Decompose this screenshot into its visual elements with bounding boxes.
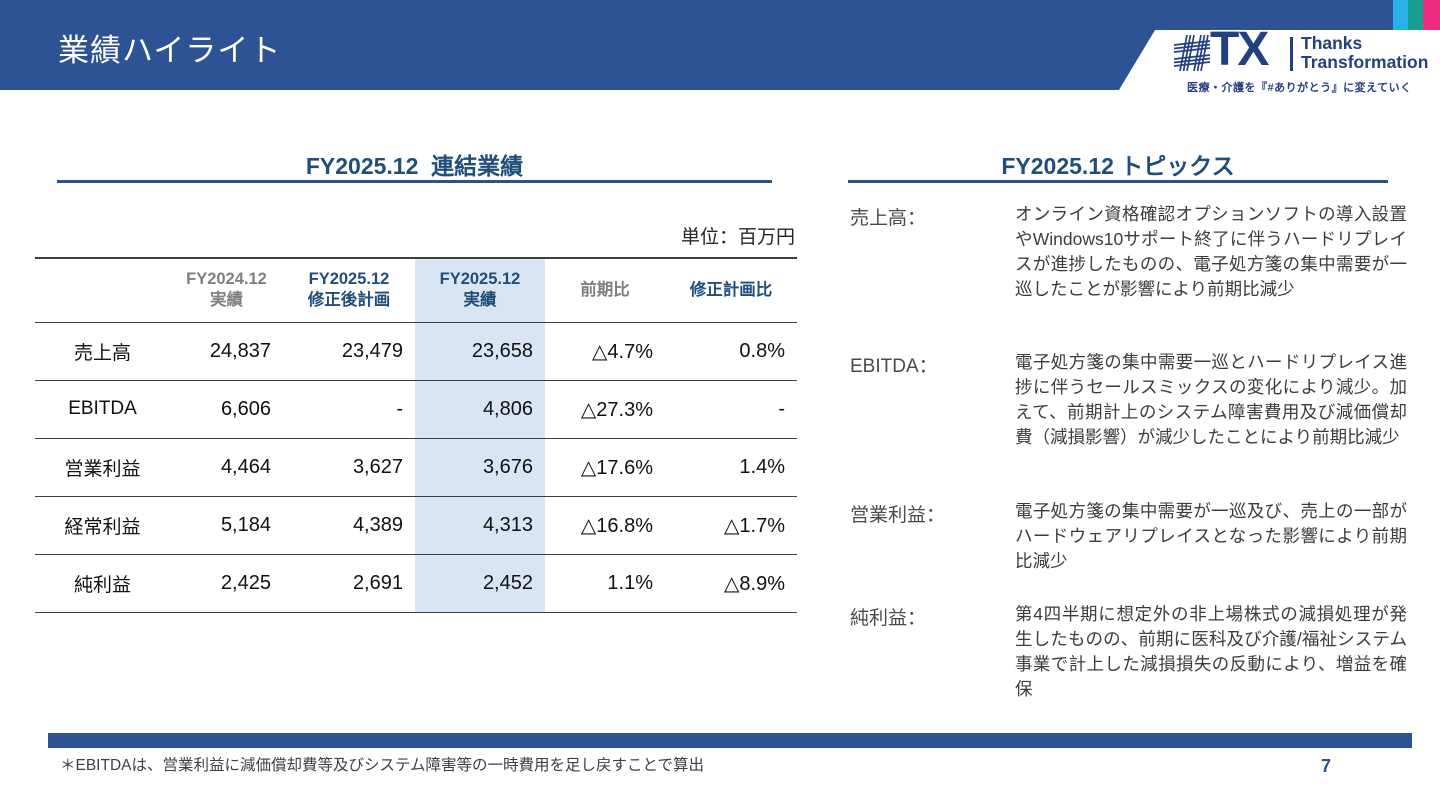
footnote: ＊EBITDAは、営業利益に減価償却費等及びシステム障害等の一時費用を足し戻すこ… (60, 757, 705, 774)
tx-hash-icon (1173, 34, 1211, 72)
left-title-underline (57, 180, 772, 183)
header-vs-plan: 修正計画比 (689, 280, 773, 299)
cell-value-highlight: 3,676 (415, 438, 545, 496)
cell-value: △8.9% (724, 572, 785, 595)
topic-label: 売上高： (850, 208, 927, 229)
cell-value: 5,184 (220, 513, 271, 536)
table-row: 純利益 2,425 2,691 2,452 1.1% △8.9% (35, 554, 797, 612)
row-label: 純利益 (73, 574, 131, 596)
cell-value: 4,464 (220, 455, 271, 478)
logo-tx-text: TX (1210, 23, 1269, 76)
topic-text: 電子処方箋の集中需要一巡とハードリプレイス進捗に伴うセールスミックスの変化により… (1015, 352, 1407, 447)
results-table: FY2024.12 実績 FY2025.12 修正後計画 FY2025.12 実… (35, 257, 797, 613)
cell-value: - (396, 397, 403, 420)
cell-value: 3,627 (352, 455, 403, 478)
unit-label: 単位：百万円 (680, 227, 795, 248)
cell-value: △4.7% (592, 340, 653, 363)
topic-text: オンライン資格確認オプションソフトの導入設置やWindows10サポート終了に伴… (1015, 204, 1407, 299)
logo-thanks-line2: Transformation (1301, 52, 1429, 72)
corner-stripe-cyan (1393, 0, 1408, 30)
row-label: EBITDA (68, 398, 137, 419)
logo-thanks-line1: Thanks (1301, 33, 1363, 53)
cell-value: 1.4% (739, 455, 785, 478)
row-label: 経常利益 (64, 516, 141, 538)
cell-value: - (778, 397, 785, 420)
slide-title: 業績ハイライト (58, 33, 282, 68)
logo-slogan: 医療・介護を『#ありがとう』に変えていく (1187, 82, 1412, 94)
header-fy2025-plan: FY2025.12 修正後計画 (307, 270, 391, 310)
cell-value: △16.8% (580, 514, 653, 537)
cell-value: 6,606 (220, 397, 271, 420)
logo-divider (1290, 37, 1293, 71)
right-section-title: FY2025.12 トピックス (1001, 153, 1235, 179)
cell-value-highlight: 2,452 (415, 554, 545, 612)
table-row: EBITDA 6,606 - 4,806 △27.3% - (35, 380, 797, 438)
cell-value: 2,425 (220, 571, 271, 594)
header-fy2025-actual: FY2025.12 実績 (415, 258, 545, 322)
cell-value: 24,837 (209, 339, 271, 362)
cell-value: 2,691 (352, 571, 403, 594)
topic-text: 電子処方箋の集中需要が一巡及び、売上の一部がハードウェアリプレイスとなった影響に… (1015, 501, 1407, 571)
cell-value: 1.1% (607, 571, 653, 594)
cell-value: △1.7% (724, 514, 785, 537)
corner-stripe-pink (1423, 0, 1440, 30)
header-yoy: 前期比 (580, 280, 630, 299)
right-title-underline (848, 180, 1388, 183)
cell-value-highlight: 23,658 (415, 322, 545, 380)
logo-background-shape (1112, 30, 1440, 100)
topic-label: EBITDA： (850, 356, 938, 377)
table-header-row: FY2024.12 実績 FY2025.12 修正後計画 FY2025.12 実… (35, 258, 797, 322)
cell-value: △17.6% (580, 456, 653, 479)
topic-label: 営業利益： (850, 505, 946, 526)
header-empty (35, 258, 170, 322)
cell-value-highlight: 4,313 (415, 496, 545, 554)
table-row: 売上高 24,837 23,479 23,658 △4.7% 0.8% (35, 322, 797, 380)
header-fy2024-actual: FY2024.12 実績 (186, 270, 267, 310)
table-row: 営業利益 4,464 3,627 3,676 △17.6% 1.4% (35, 438, 797, 496)
cell-value: 23,479 (341, 339, 403, 362)
topic-text: 第4四半期に想定外の非上場株式の減損処理が発生したものの、前期に医科及び介護/福… (1015, 604, 1407, 699)
topic-label: 純利益： (850, 608, 927, 629)
row-label: 営業利益 (64, 458, 141, 480)
cell-value: 4,389 (352, 513, 403, 536)
table-row: 経常利益 5,184 4,389 4,313 △16.8% △1.7% (35, 496, 797, 554)
cell-value: 0.8% (739, 339, 785, 362)
company-logo: TX Thanks Transformation 医療・介護を『#ありがとう』に… (1160, 0, 1440, 100)
logo-thanks-text: Thanks Transformation (1301, 34, 1428, 72)
row-label: 売上高 (73, 342, 131, 364)
left-section-title: FY2025.12 連結業績 (305, 153, 524, 179)
cell-value-highlight: 4,806 (415, 380, 545, 438)
cell-value: △27.3% (580, 398, 653, 421)
page-number: 7 (1320, 756, 1331, 776)
corner-stripe-teal (1408, 0, 1423, 30)
footer-bar (48, 733, 1412, 748)
